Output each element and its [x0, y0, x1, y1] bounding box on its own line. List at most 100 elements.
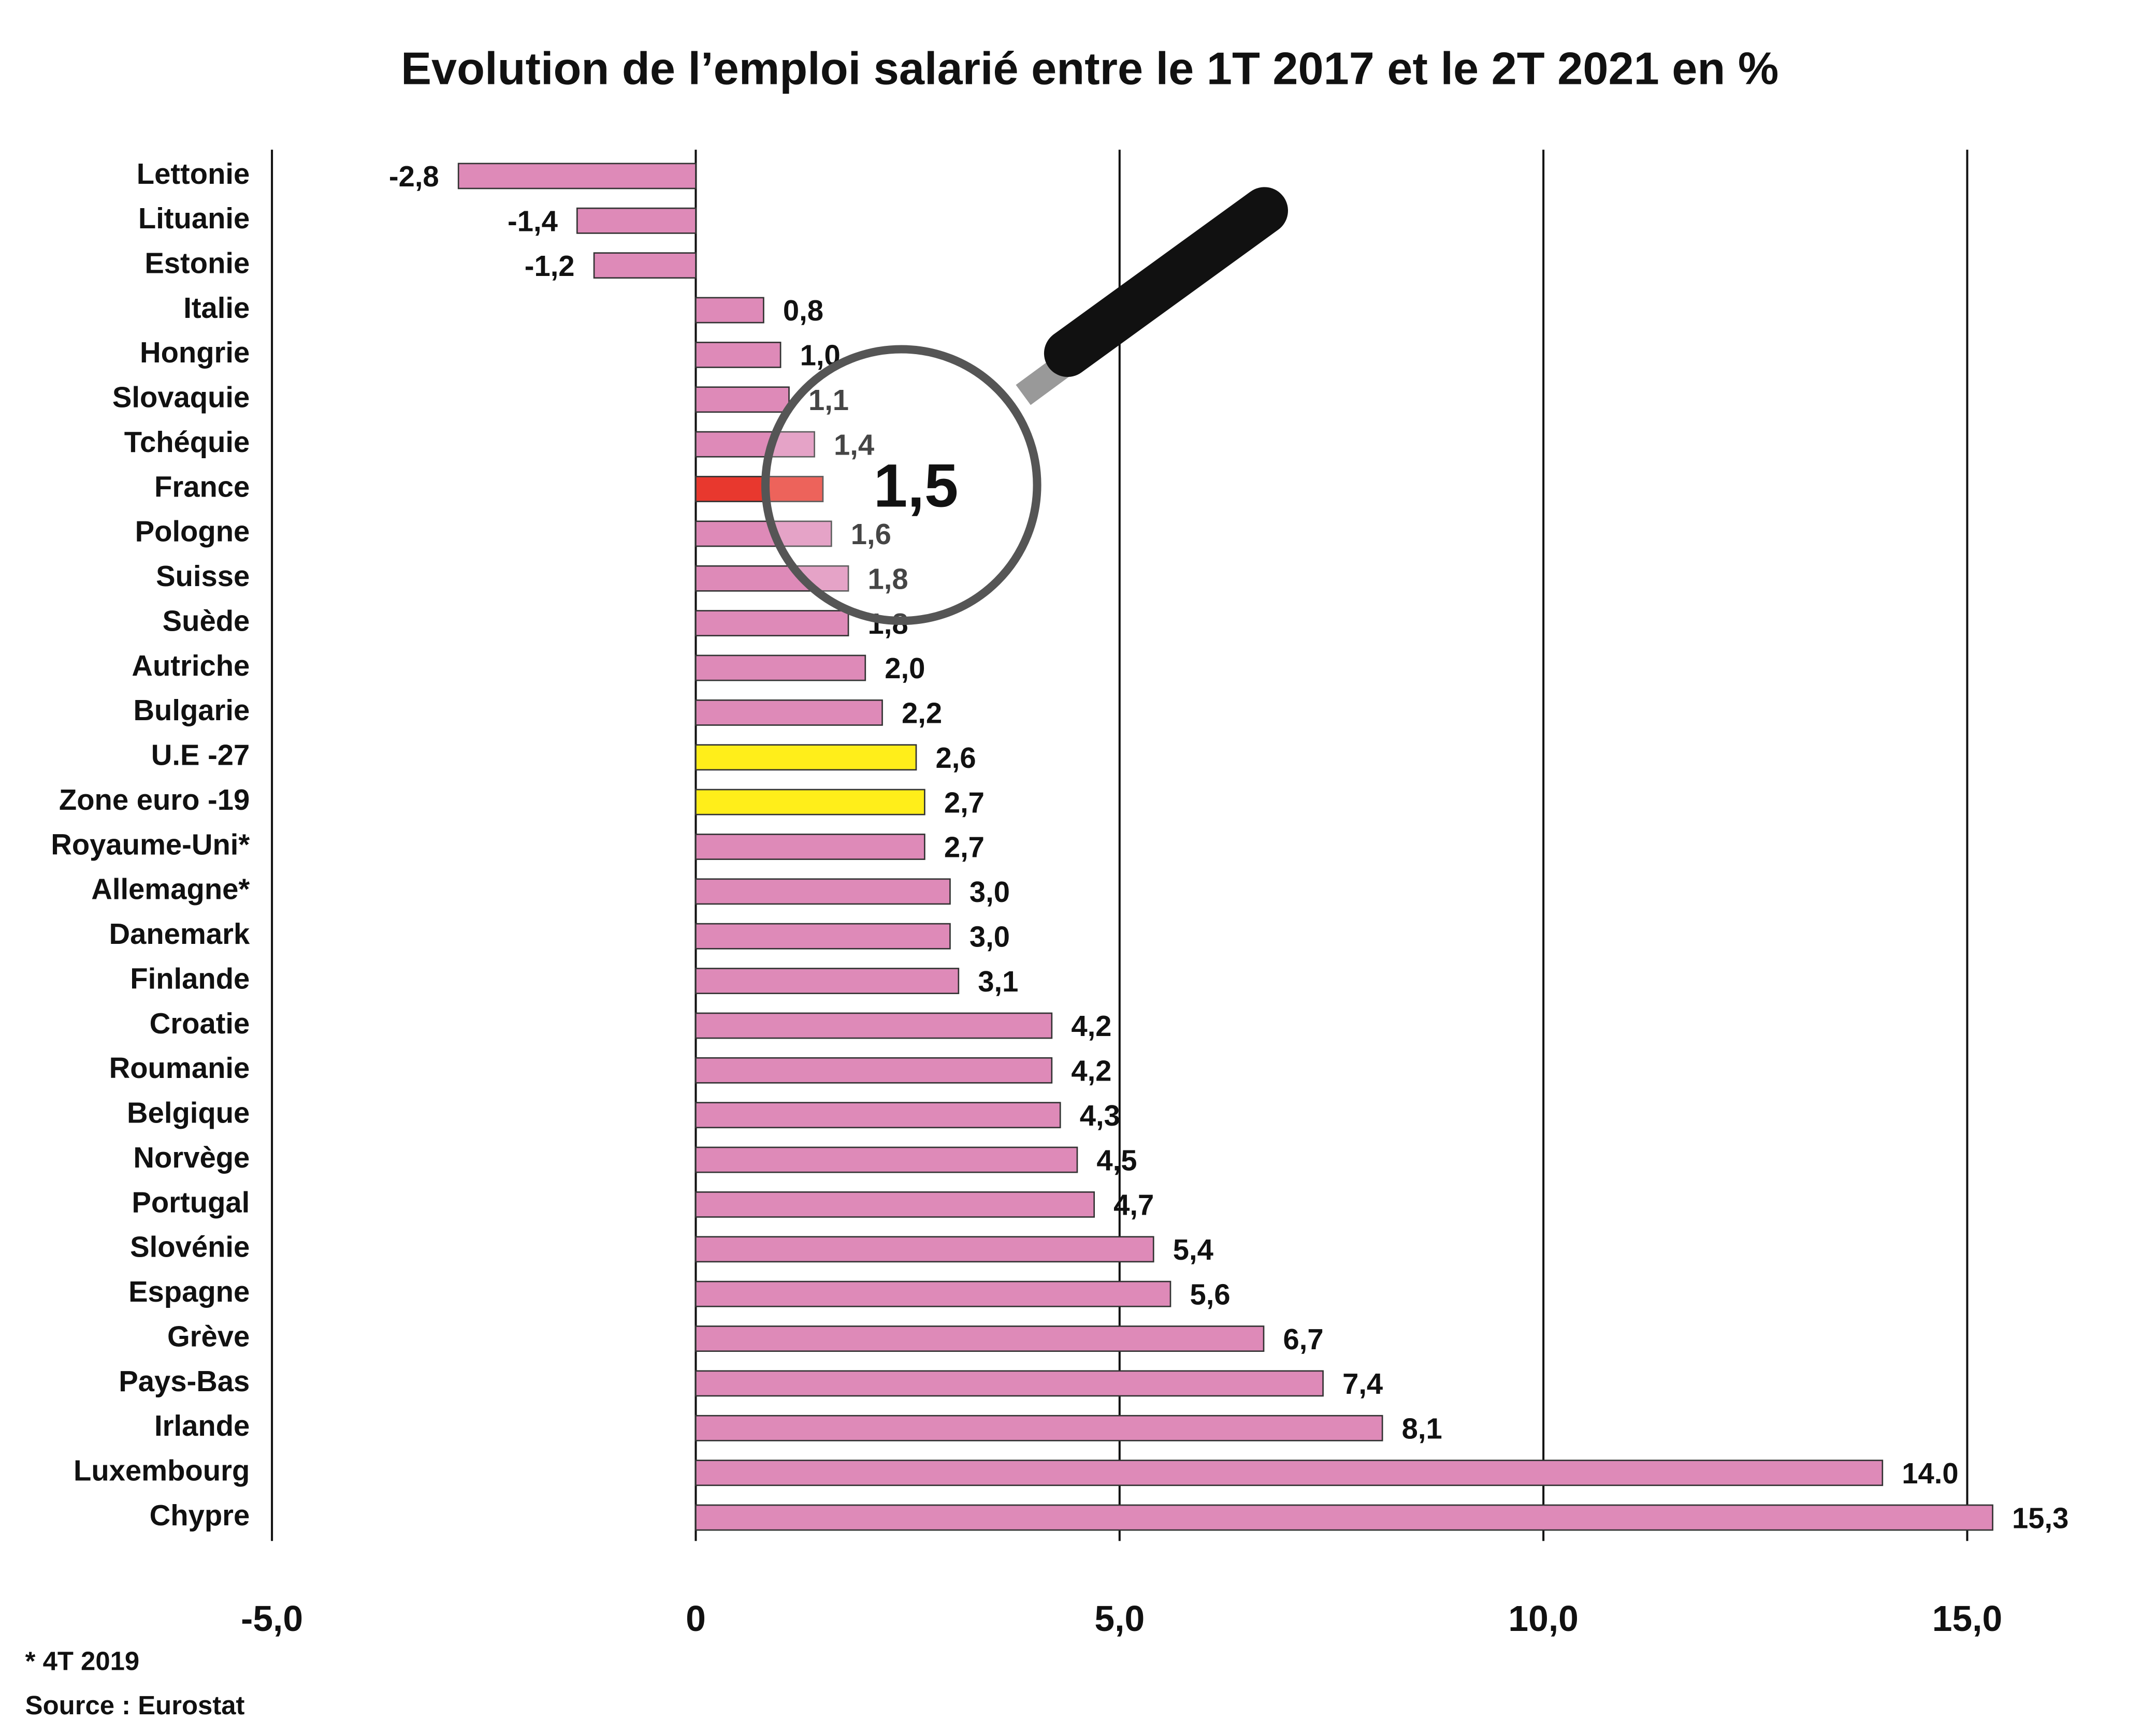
category-label: Luxembourg: [74, 1454, 250, 1487]
bar: [593, 252, 697, 279]
category-label: Finlande: [130, 962, 250, 995]
value-label: 7,4: [1342, 1367, 1383, 1400]
category-label: Pologne: [135, 515, 250, 548]
category-label: Tchéquie: [124, 426, 250, 458]
category-label: Danemark: [109, 917, 250, 950]
bar: [695, 923, 951, 950]
value-label: 5,6: [1190, 1278, 1230, 1310]
category-label: U.E -27: [151, 739, 250, 771]
bar: [695, 1191, 1095, 1218]
bar: [576, 207, 697, 234]
bar: [695, 699, 883, 726]
chart-title: Evolution de l’emploi salarié entre le 1…: [401, 43, 1778, 94]
bar: [695, 610, 849, 637]
bar: [695, 565, 849, 592]
value-label: 2,0: [885, 652, 925, 684]
bar: [695, 834, 925, 860]
bar: [695, 1146, 1078, 1173]
value-label: 4,5: [1096, 1144, 1137, 1176]
category-label: Slovénie: [130, 1231, 250, 1263]
value-label: -2,8: [389, 160, 439, 193]
category-label: Pays-Bas: [119, 1365, 250, 1397]
bar: [695, 744, 917, 771]
category-label: Croatie: [150, 1007, 250, 1040]
category-label: France: [154, 470, 250, 503]
value-label: 4,7: [1113, 1189, 1154, 1221]
value-label: 6,7: [1283, 1323, 1324, 1355]
category-label: Lituanie: [138, 202, 250, 235]
bar: [695, 476, 824, 502]
value-label: 15,3: [2012, 1501, 2068, 1534]
value-label: 1,8: [868, 562, 908, 595]
value-label: 2,2: [902, 697, 942, 730]
category-label: Lettonie: [137, 157, 250, 190]
bar: [695, 1057, 1053, 1084]
value-label: 2,7: [944, 786, 985, 819]
bar: [695, 878, 951, 905]
value-label: 2,7: [944, 831, 985, 864]
bar: [695, 1325, 1265, 1352]
category-label: Roumanie: [109, 1052, 250, 1084]
category-label: Irlande: [154, 1409, 250, 1442]
bar: [695, 1415, 1383, 1441]
category-label: Hongrie: [140, 336, 250, 369]
value-label: 0,8: [783, 294, 823, 327]
bar: [695, 1012, 1053, 1039]
bar: [695, 789, 925, 815]
highlight-value-label: 1,5: [874, 451, 959, 520]
x-tick-label: -5,0: [241, 1598, 303, 1639]
value-label: 1,1: [808, 384, 849, 416]
bar: [695, 341, 782, 368]
category-label: Espagne: [128, 1275, 250, 1308]
plot-area: -5,0 0 5,0 10,0 15,0 Lettonie -2,8 Lituanie -1,4…: [51, 150, 2068, 1639]
bar: [695, 1460, 1884, 1486]
value-label: 4,3: [1080, 1099, 1120, 1132]
category-label: Suisse: [156, 560, 250, 592]
category-label: Chypre: [150, 1499, 250, 1532]
value-label: 1,4: [834, 428, 874, 461]
value-label: 5,4: [1173, 1233, 1213, 1266]
category-label: Norvège: [133, 1141, 250, 1174]
value-label: 4,2: [1071, 1010, 1111, 1042]
magnifier-lens: [761, 345, 1041, 625]
value-label: 8,1: [1402, 1412, 1442, 1445]
value-label: -1,4: [508, 205, 558, 237]
category-label: Autriche: [132, 649, 250, 682]
category-label: Slovaquie: [112, 381, 250, 414]
value-label: 2,6: [935, 741, 976, 774]
value-label: 3,1: [978, 965, 1018, 998]
value-label: -1,2: [525, 250, 575, 282]
x-tick-label: 15,0: [1932, 1598, 2002, 1639]
category-label: Zone euro -19: [59, 783, 250, 816]
category-label: Portugal: [132, 1186, 250, 1218]
category-label: Italie: [183, 291, 250, 324]
bar: [457, 163, 697, 189]
category-label: Bulgarie: [133, 694, 250, 726]
category-label: Allemagne*: [91, 873, 250, 906]
x-tick-label: 10,0: [1508, 1598, 1578, 1639]
value-label: 3,0: [970, 920, 1010, 953]
bar: [695, 1504, 1993, 1531]
category-label: Grève: [167, 1320, 250, 1352]
x-tick-label: 0: [686, 1598, 706, 1639]
x-tick-label: 5,0: [1094, 1598, 1145, 1639]
bar: [695, 654, 866, 681]
magnifier-handle: [1044, 187, 1288, 377]
bar: [695, 431, 815, 458]
category-label: Royaume-Uni*: [51, 828, 250, 861]
bar: [695, 1236, 1154, 1263]
category-label: Estonie: [144, 247, 250, 280]
category-label: Suède: [163, 604, 250, 637]
bar: [695, 520, 832, 547]
bar: [695, 386, 790, 413]
value-label: 3,0: [970, 876, 1010, 908]
bar: [695, 1102, 1061, 1129]
magnifier: [761, 187, 1288, 625]
value-label: 4,2: [1071, 1055, 1111, 1087]
bar: [695, 1280, 1171, 1307]
source: Source : Eurostat: [25, 1690, 245, 1720]
bar: [695, 297, 764, 324]
footnote: * 4T 2019: [25, 1646, 139, 1675]
value-label: 14.0: [1902, 1457, 1958, 1490]
